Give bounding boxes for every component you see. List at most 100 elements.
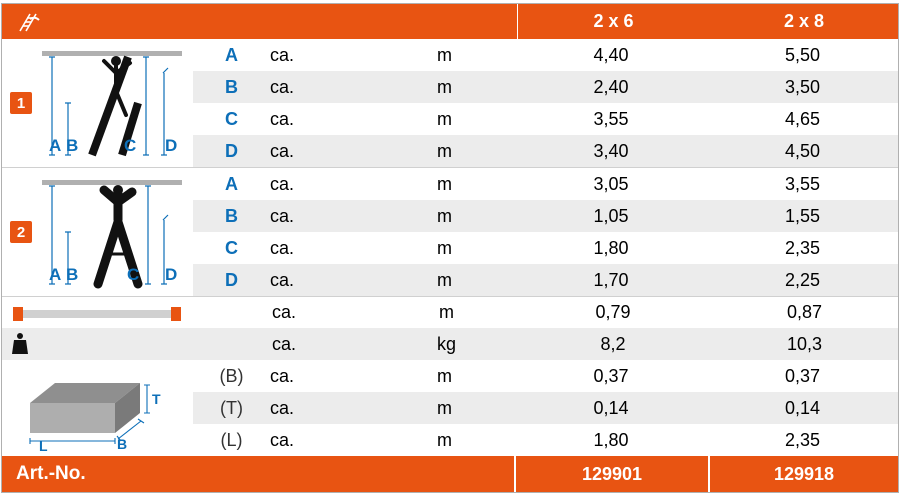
row-unit: m [374,360,515,392]
svg-text:B: B [66,265,78,284]
row-ca: ca. [270,360,374,392]
svg-text:B: B [66,136,78,155]
package-icon-cell: T L B [2,360,193,456]
row-v2: 3,50 [707,71,898,103]
row-v2: 4,65 [707,103,898,135]
row-v2: 2,25 [707,264,898,296]
row-ca: ca. [270,200,374,232]
row-ca: ca. [272,297,376,328]
row-ca: ca. [270,103,374,135]
table-row: B ca. m 2,40 3,50 [193,71,898,103]
row-v2: 2,35 [707,232,898,264]
row-unit: m [374,424,515,456]
row-label [195,297,272,328]
row-unit: m [374,200,515,232]
row-label: A [193,168,270,200]
row-ca: ca. [270,392,374,424]
row-label: B [193,71,270,103]
header-row: 2 x 6 2 x 8 [2,4,898,39]
row-v1: 0,79 [517,297,709,328]
footer-v2: 129918 [710,456,898,492]
footer-label: Art.-No. [2,456,514,492]
row-label: B [193,200,270,232]
row-label: (B) [193,360,270,392]
section-1: 1 [2,39,898,167]
svg-text:B: B [117,436,127,452]
row-label: D [193,135,270,167]
svg-text:D: D [165,136,177,155]
row-unit: m [374,168,515,200]
row-v1: 0,14 [515,392,707,424]
svg-text:C: C [124,136,136,155]
row-v2: 3,55 [707,168,898,200]
svg-text:C: C [127,265,139,284]
row-label: (L) [193,424,270,456]
row-ca: ca. [270,264,374,296]
row-v2: 2,35 [707,424,898,456]
row-unit: m [374,264,515,296]
header-col-1: 2 x 6 [518,4,710,39]
header-icon-cell [2,4,517,39]
row-v1: 1,70 [515,264,707,296]
section-2-tag: 2 [10,221,32,243]
table-row: (T) ca. m 0,14 0,14 [193,392,898,424]
row-ca: ca. [270,424,374,456]
row-v1: 1,80 [515,232,707,264]
ladder-a-icon: A B C D [32,172,187,292]
row-label: (T) [193,392,270,424]
row-v2: 5,50 [707,39,898,71]
row-label [195,328,272,360]
table-row: C ca. m 3,55 4,65 [193,103,898,135]
row-label: D [193,264,270,296]
row-v1: 1,05 [515,200,707,232]
weight-icon [2,328,195,360]
row-unit: m [376,297,517,328]
row-v1: 1,80 [515,424,707,456]
row-label: A [193,39,270,71]
table-row: B ca. m 1,05 1,55 [193,200,898,232]
row-v2: 4,50 [707,135,898,167]
table-row: A ca. m 4,40 5,50 [193,39,898,71]
table-row: D ca. m 3,40 4,50 [193,135,898,167]
svg-text:L: L [39,438,48,453]
row-v1: 3,05 [515,168,707,200]
row-v1: 8,2 [517,328,709,360]
svg-text:D: D [165,265,177,284]
footer-row: Art.-No. 129901 129918 [2,456,898,492]
row-label: C [193,103,270,135]
row-v1: 4,40 [515,39,707,71]
row-ca: ca. [270,135,374,167]
row-v2: 0,14 [707,392,898,424]
table-row: (L) ca. m 1,80 2,35 [193,424,898,456]
row-unit: m [374,135,515,167]
package-section: T L B (B) ca. m 0,37 0,37 (T) ca. m 0,14… [2,360,898,456]
row-v2: 0,87 [709,297,900,328]
row-unit: m [374,103,515,135]
ladder-tall-icon: A B C D [32,43,187,163]
row-unit: m [374,392,515,424]
table-row: D ca. m 1,70 2,25 [193,264,898,296]
row-v1: 3,40 [515,135,707,167]
row-ca: ca. [270,168,374,200]
footer-v1: 129901 [516,456,708,492]
foot-width-icon [2,297,195,328]
svg-text:A: A [49,136,61,155]
row-ca: ca. [272,328,376,360]
table-row: (B) ca. m 0,37 0,37 [193,360,898,392]
table-row: A ca. m 3,05 3,55 [193,168,898,200]
row-unit: m [374,232,515,264]
row-unit: kg [376,328,517,360]
svg-text:T: T [152,391,161,407]
section-2: 2 A B C D [2,167,898,296]
table-row: C ca. m 1,80 2,35 [193,232,898,264]
row-label: C [193,232,270,264]
spec-table: 2 x 6 2 x 8 1 [1,3,899,493]
ladder-icon [16,11,44,33]
row-v2: 1,55 [707,200,898,232]
row-ca: ca. [270,71,374,103]
row-v2: 10,3 [709,328,900,360]
row-v1: 2,40 [515,71,707,103]
row-v1: 3,55 [515,103,707,135]
row-unit: m [374,71,515,103]
section-1-tag: 1 [10,92,32,114]
